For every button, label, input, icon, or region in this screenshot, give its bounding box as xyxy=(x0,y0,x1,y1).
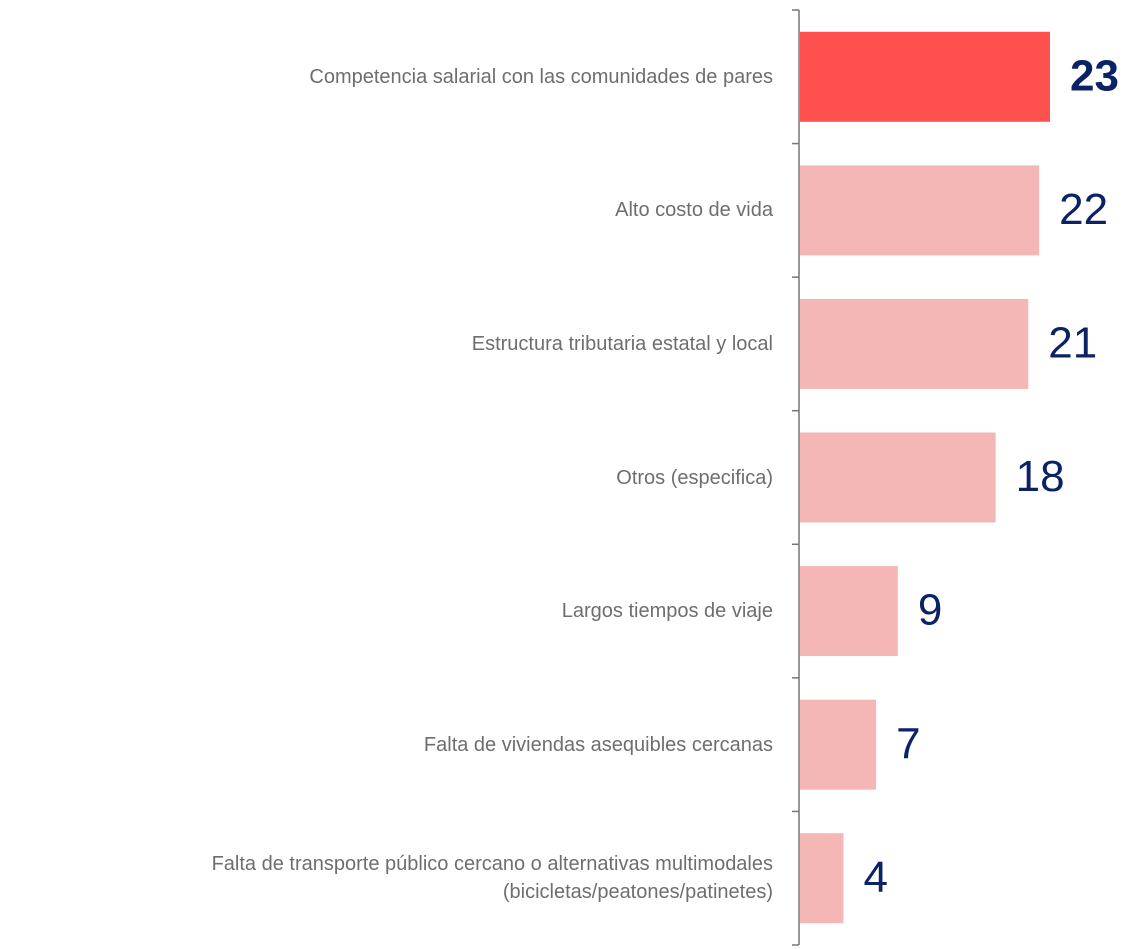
category-label: Largos tiempos de viaje xyxy=(561,600,773,623)
bar xyxy=(800,165,1040,256)
category-label: Estructura tributaria estatal y local xyxy=(471,332,773,355)
bar xyxy=(800,31,1050,122)
bar xyxy=(800,699,877,790)
value-label: 18 xyxy=(1016,452,1065,501)
category-label: Falta de transporte público cercano o al… xyxy=(211,853,773,904)
bar xyxy=(800,298,1029,389)
value-label: 23 xyxy=(1070,51,1119,100)
value-label: 21 xyxy=(1048,319,1097,368)
category-label: Competencia salarial con las comunidades… xyxy=(309,65,773,88)
category-label: Falta de viviendas asequibles cercanas xyxy=(423,733,773,756)
category-label: Otros (especifica) xyxy=(616,466,773,489)
value-label: 22 xyxy=(1059,185,1108,234)
bar xyxy=(800,432,996,523)
bar xyxy=(800,566,898,657)
bar xyxy=(800,833,844,924)
value-label: 9 xyxy=(918,586,942,635)
category-label: Alto costo de vida xyxy=(615,199,773,222)
value-label: 4 xyxy=(863,853,887,902)
value-label: 7 xyxy=(896,719,920,768)
